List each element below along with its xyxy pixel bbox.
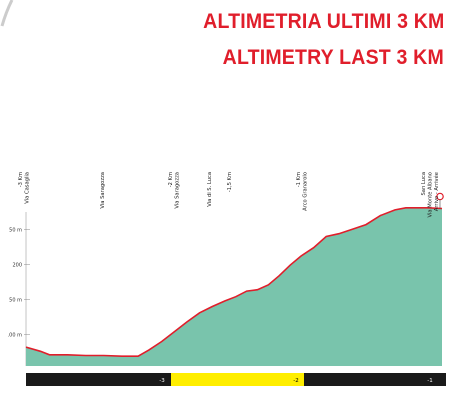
- corner-curve-decoration: [0, 0, 14, 27]
- marker-label: -3 Km: [18, 172, 24, 187]
- y-axis-ticks: .00 m 50 m 200 50 m: [8, 212, 30, 366]
- marker-label: -2 Km: [168, 172, 174, 187]
- marker-label: Arco Granarolo: [303, 172, 309, 211]
- marker-label: Via Saragozza: [175, 172, 181, 209]
- y-tick-label: 50 m: [9, 227, 22, 233]
- elevation-profile-line: [25, 207, 443, 357]
- km-bar-highlight: [171, 373, 304, 386]
- elevation-profile-area: [26, 207, 442, 366]
- marker-label: -1,5 Km: [227, 172, 233, 192]
- marker-label: Via Monte Albano: [428, 172, 434, 217]
- marker-label: Arrivo - Arrivée: [433, 172, 440, 211]
- y-tick-label: 50 m: [9, 297, 22, 303]
- marker-label: Via Saragozza: [100, 172, 106, 209]
- marker-label: San Luca: [421, 172, 427, 196]
- km-tick-label: -1: [427, 378, 432, 384]
- km-tick-label: -2: [293, 378, 298, 384]
- title-english: ALTIMETRY LAST 3 KM: [222, 46, 444, 69]
- y-tick-label: 200: [12, 262, 22, 268]
- marker-label: Via di S. Luca: [207, 172, 213, 207]
- y-tick-label: .00 m: [8, 332, 23, 338]
- km-tick-label: -3: [159, 378, 165, 384]
- km-distance-bar: -3 -2 -1: [26, 373, 446, 386]
- marker-label: -1 Km: [296, 172, 302, 187]
- title-italian: ALTIMETRIA ULTIMI 3 KM: [202, 10, 444, 33]
- route-markers: -3 Km Via Casaglia Via Saragozza -2 Km Via S…: [18, 172, 444, 217]
- marker-label: Via Casaglia: [25, 172, 31, 204]
